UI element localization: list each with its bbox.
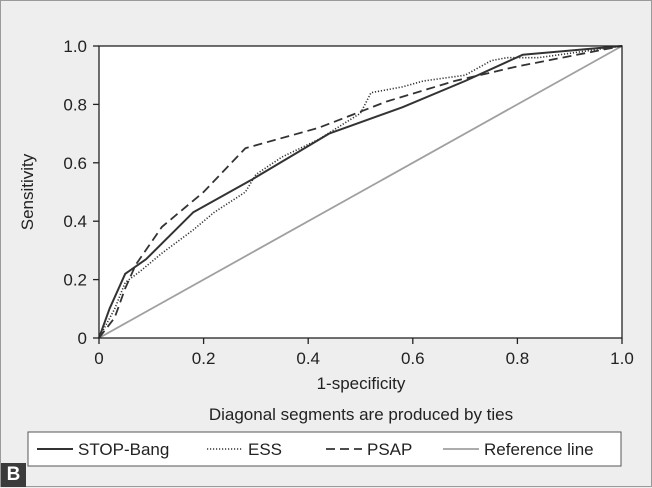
x-tick-label: 0.6: [401, 349, 425, 368]
series-line-reference-line: [98, 45, 623, 339]
y-tick-label: 0.6: [63, 154, 87, 173]
x-tick-label: 1.0: [610, 349, 634, 368]
x-tick-label: 0: [94, 349, 103, 368]
chart-note: Diagonal segments are produced by ties: [209, 405, 513, 424]
panel-label: B: [1, 463, 26, 487]
legend-label-stop-bang: STOP-Bang: [78, 440, 169, 459]
x-tick-label: 0.8: [506, 349, 530, 368]
legend-label-psap: PSAP: [367, 440, 412, 459]
x-tick-label: 0.4: [296, 349, 320, 368]
legend: STOP-Bang ESS PSAP Reference line: [27, 431, 622, 467]
y-tick-label: 0.2: [63, 271, 87, 290]
x-axis-title: 1-specificity: [317, 374, 406, 393]
y-tick-label: 1.0: [63, 37, 87, 56]
series-line-psap: [98, 45, 623, 339]
series-line-stop-bang: [98, 45, 623, 339]
y-axis-title: Sensitivity: [18, 153, 37, 230]
y-tick-label: 0.4: [63, 212, 87, 231]
plot-border: [98, 45, 623, 339]
x-tick-label: 0.2: [192, 349, 216, 368]
legend-label-ess: ESS: [248, 440, 282, 459]
y-tick-label: 0.8: [63, 95, 87, 114]
legend-box: [27, 431, 622, 467]
y-tick-label: 0: [78, 329, 87, 348]
legend-label-reference-line: Reference line: [484, 440, 594, 459]
